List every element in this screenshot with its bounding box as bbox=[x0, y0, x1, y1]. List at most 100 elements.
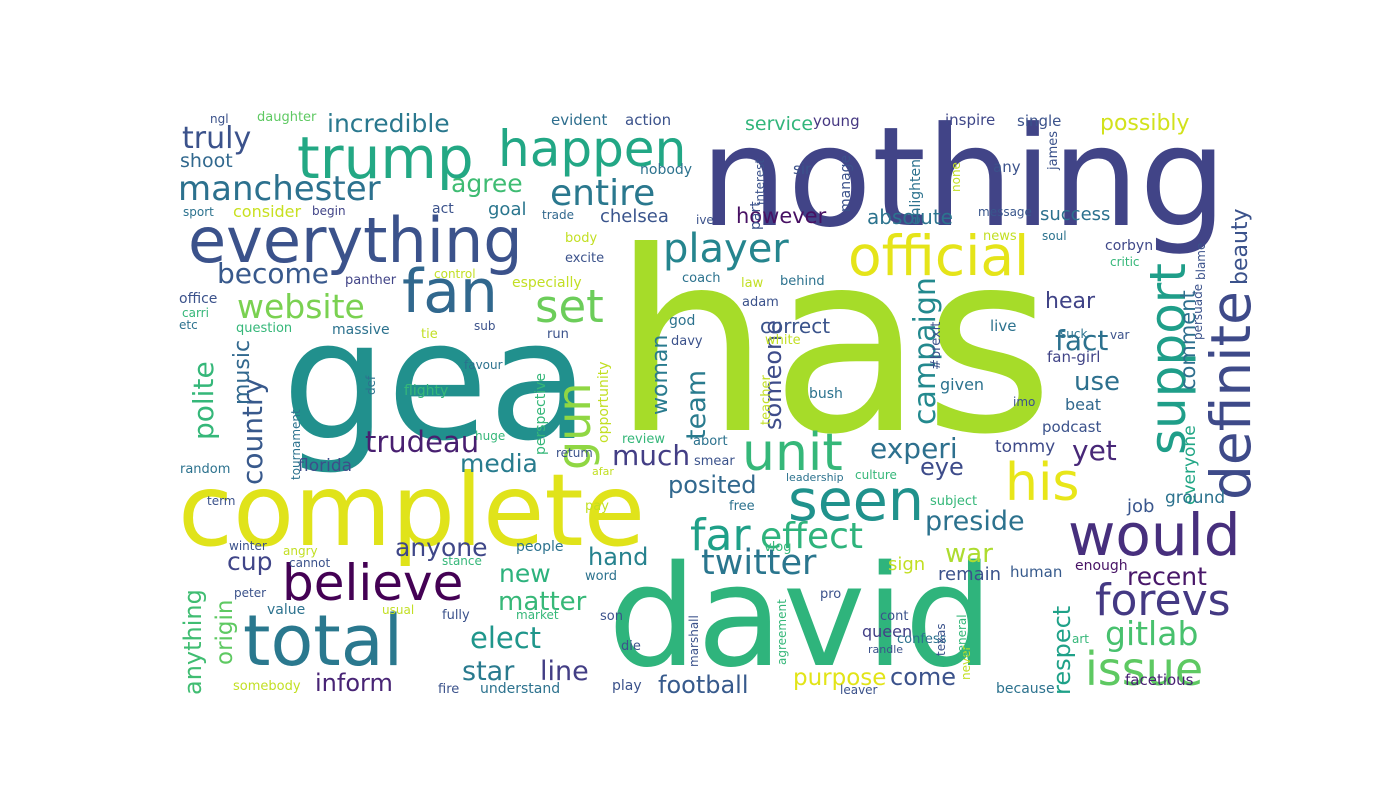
word-action: action bbox=[625, 111, 671, 129]
word-play: play bbox=[612, 678, 642, 694]
word-somebody: somebody bbox=[233, 679, 301, 694]
word-hear: hear bbox=[1045, 289, 1096, 314]
word-soul: soul bbox=[1042, 229, 1067, 243]
word-market: market bbox=[516, 608, 559, 622]
word-twitter: twitter bbox=[701, 543, 817, 583]
word-set: set bbox=[535, 280, 604, 333]
word-law: law bbox=[741, 276, 764, 291]
word-woman: woman bbox=[648, 335, 673, 415]
word-perspective: perspective bbox=[533, 373, 549, 455]
word-critic: critic bbox=[1110, 255, 1140, 269]
word-var: var bbox=[1110, 328, 1129, 342]
word-war: war bbox=[945, 539, 993, 569]
word-corbyn: corbyn bbox=[1105, 238, 1153, 254]
word-people: people bbox=[516, 539, 563, 555]
word-brexit: #brexit bbox=[929, 322, 944, 370]
word-interest: interest bbox=[753, 159, 767, 205]
word-everything: everything bbox=[188, 204, 523, 277]
word-cup: cup bbox=[227, 547, 272, 576]
word-art: art bbox=[1072, 632, 1089, 646]
word-stance: stance bbox=[442, 554, 482, 568]
word-return: return bbox=[556, 446, 593, 460]
word-shoot: shoot bbox=[180, 150, 233, 172]
word-line: line bbox=[540, 656, 589, 687]
word-subject: subject bbox=[930, 494, 977, 509]
word-office: office bbox=[179, 291, 217, 307]
word-agree: agree bbox=[451, 169, 523, 198]
word-has: has bbox=[612, 198, 1054, 489]
word-massive: massive bbox=[332, 322, 390, 338]
word-would: would bbox=[1068, 501, 1241, 569]
word-official: official bbox=[848, 224, 1029, 288]
word-sub: sub bbox=[474, 319, 495, 333]
word-use: use bbox=[1074, 367, 1120, 397]
word-persuade: persuade bbox=[1191, 284, 1205, 340]
word-any: any bbox=[993, 158, 1021, 176]
word-marshall: marshall bbox=[687, 615, 701, 667]
word-cannot: cannot bbox=[289, 556, 331, 570]
word-country: country bbox=[236, 378, 269, 485]
word-goal: goal bbox=[488, 199, 526, 220]
word-consider: consider bbox=[233, 202, 302, 221]
word-blame: blame bbox=[1194, 243, 1208, 280]
word-beat: beat bbox=[1065, 395, 1101, 414]
word-son: son bbox=[600, 609, 623, 624]
word-preside: preside bbox=[925, 506, 1025, 537]
word-usual: usual bbox=[382, 603, 414, 617]
word-understand: understand bbox=[480, 681, 560, 697]
word-fact: fact bbox=[1055, 324, 1108, 357]
word-control: control bbox=[434, 267, 476, 281]
word-however: however bbox=[736, 204, 827, 228]
word-experi: experi bbox=[870, 432, 958, 465]
word-pay: pay bbox=[585, 499, 609, 514]
word-tournament: tournament bbox=[289, 409, 303, 480]
word-seen: seen bbox=[788, 468, 924, 534]
word-truly: truly bbox=[182, 121, 251, 156]
word-texas: texas bbox=[934, 623, 948, 656]
word-afar: afar bbox=[592, 465, 614, 478]
word-flighty: flighty bbox=[404, 383, 448, 399]
word-live: live bbox=[990, 317, 1016, 335]
word-trade: trade bbox=[542, 208, 574, 222]
word-general: general bbox=[955, 614, 969, 660]
word-tie: tie bbox=[421, 327, 438, 342]
word-issue: issue bbox=[1085, 642, 1203, 696]
word-hand: hand bbox=[588, 543, 648, 571]
word-never: never bbox=[959, 646, 973, 680]
word-confess: confess bbox=[897, 632, 947, 647]
word-become: become bbox=[217, 257, 329, 290]
word-his: his bbox=[1005, 453, 1080, 513]
word-carri: carri bbox=[182, 306, 209, 320]
word-especially: especially bbox=[512, 275, 582, 291]
word-question: question bbox=[236, 321, 292, 336]
word-leadership: leadership bbox=[786, 471, 844, 484]
word-act: act bbox=[432, 201, 454, 217]
word-behind: behind bbox=[780, 274, 825, 289]
word-campaign: campaign bbox=[908, 277, 943, 425]
word-free: free bbox=[729, 499, 755, 514]
word-incredible: incredible bbox=[327, 109, 450, 138]
word-bush: bush bbox=[809, 386, 843, 402]
word-service: service bbox=[745, 113, 813, 135]
word-randle: randle bbox=[868, 643, 903, 656]
word-anything: anything bbox=[179, 589, 207, 695]
word-fully: fully bbox=[442, 608, 470, 623]
word-nothing: nothing bbox=[700, 97, 1227, 258]
word-adam: adam bbox=[742, 295, 779, 310]
word-coach: coach bbox=[682, 271, 720, 286]
word-fan: fan bbox=[402, 257, 498, 327]
word-anyone: anyone bbox=[395, 533, 487, 562]
word-happen: happen bbox=[498, 120, 686, 178]
word-sir: sir bbox=[793, 160, 812, 178]
word-far: far bbox=[690, 510, 751, 561]
word-possibly: possibly bbox=[1100, 111, 1190, 136]
word-player: player bbox=[663, 226, 789, 272]
word-eye: eye bbox=[920, 453, 964, 481]
word-huge: huge bbox=[475, 429, 505, 443]
word-random: random bbox=[180, 462, 230, 477]
word-young: young bbox=[813, 112, 860, 130]
word-inform: inform bbox=[315, 669, 393, 697]
word-message: message bbox=[978, 205, 1032, 219]
word-correct: correct bbox=[760, 314, 830, 338]
